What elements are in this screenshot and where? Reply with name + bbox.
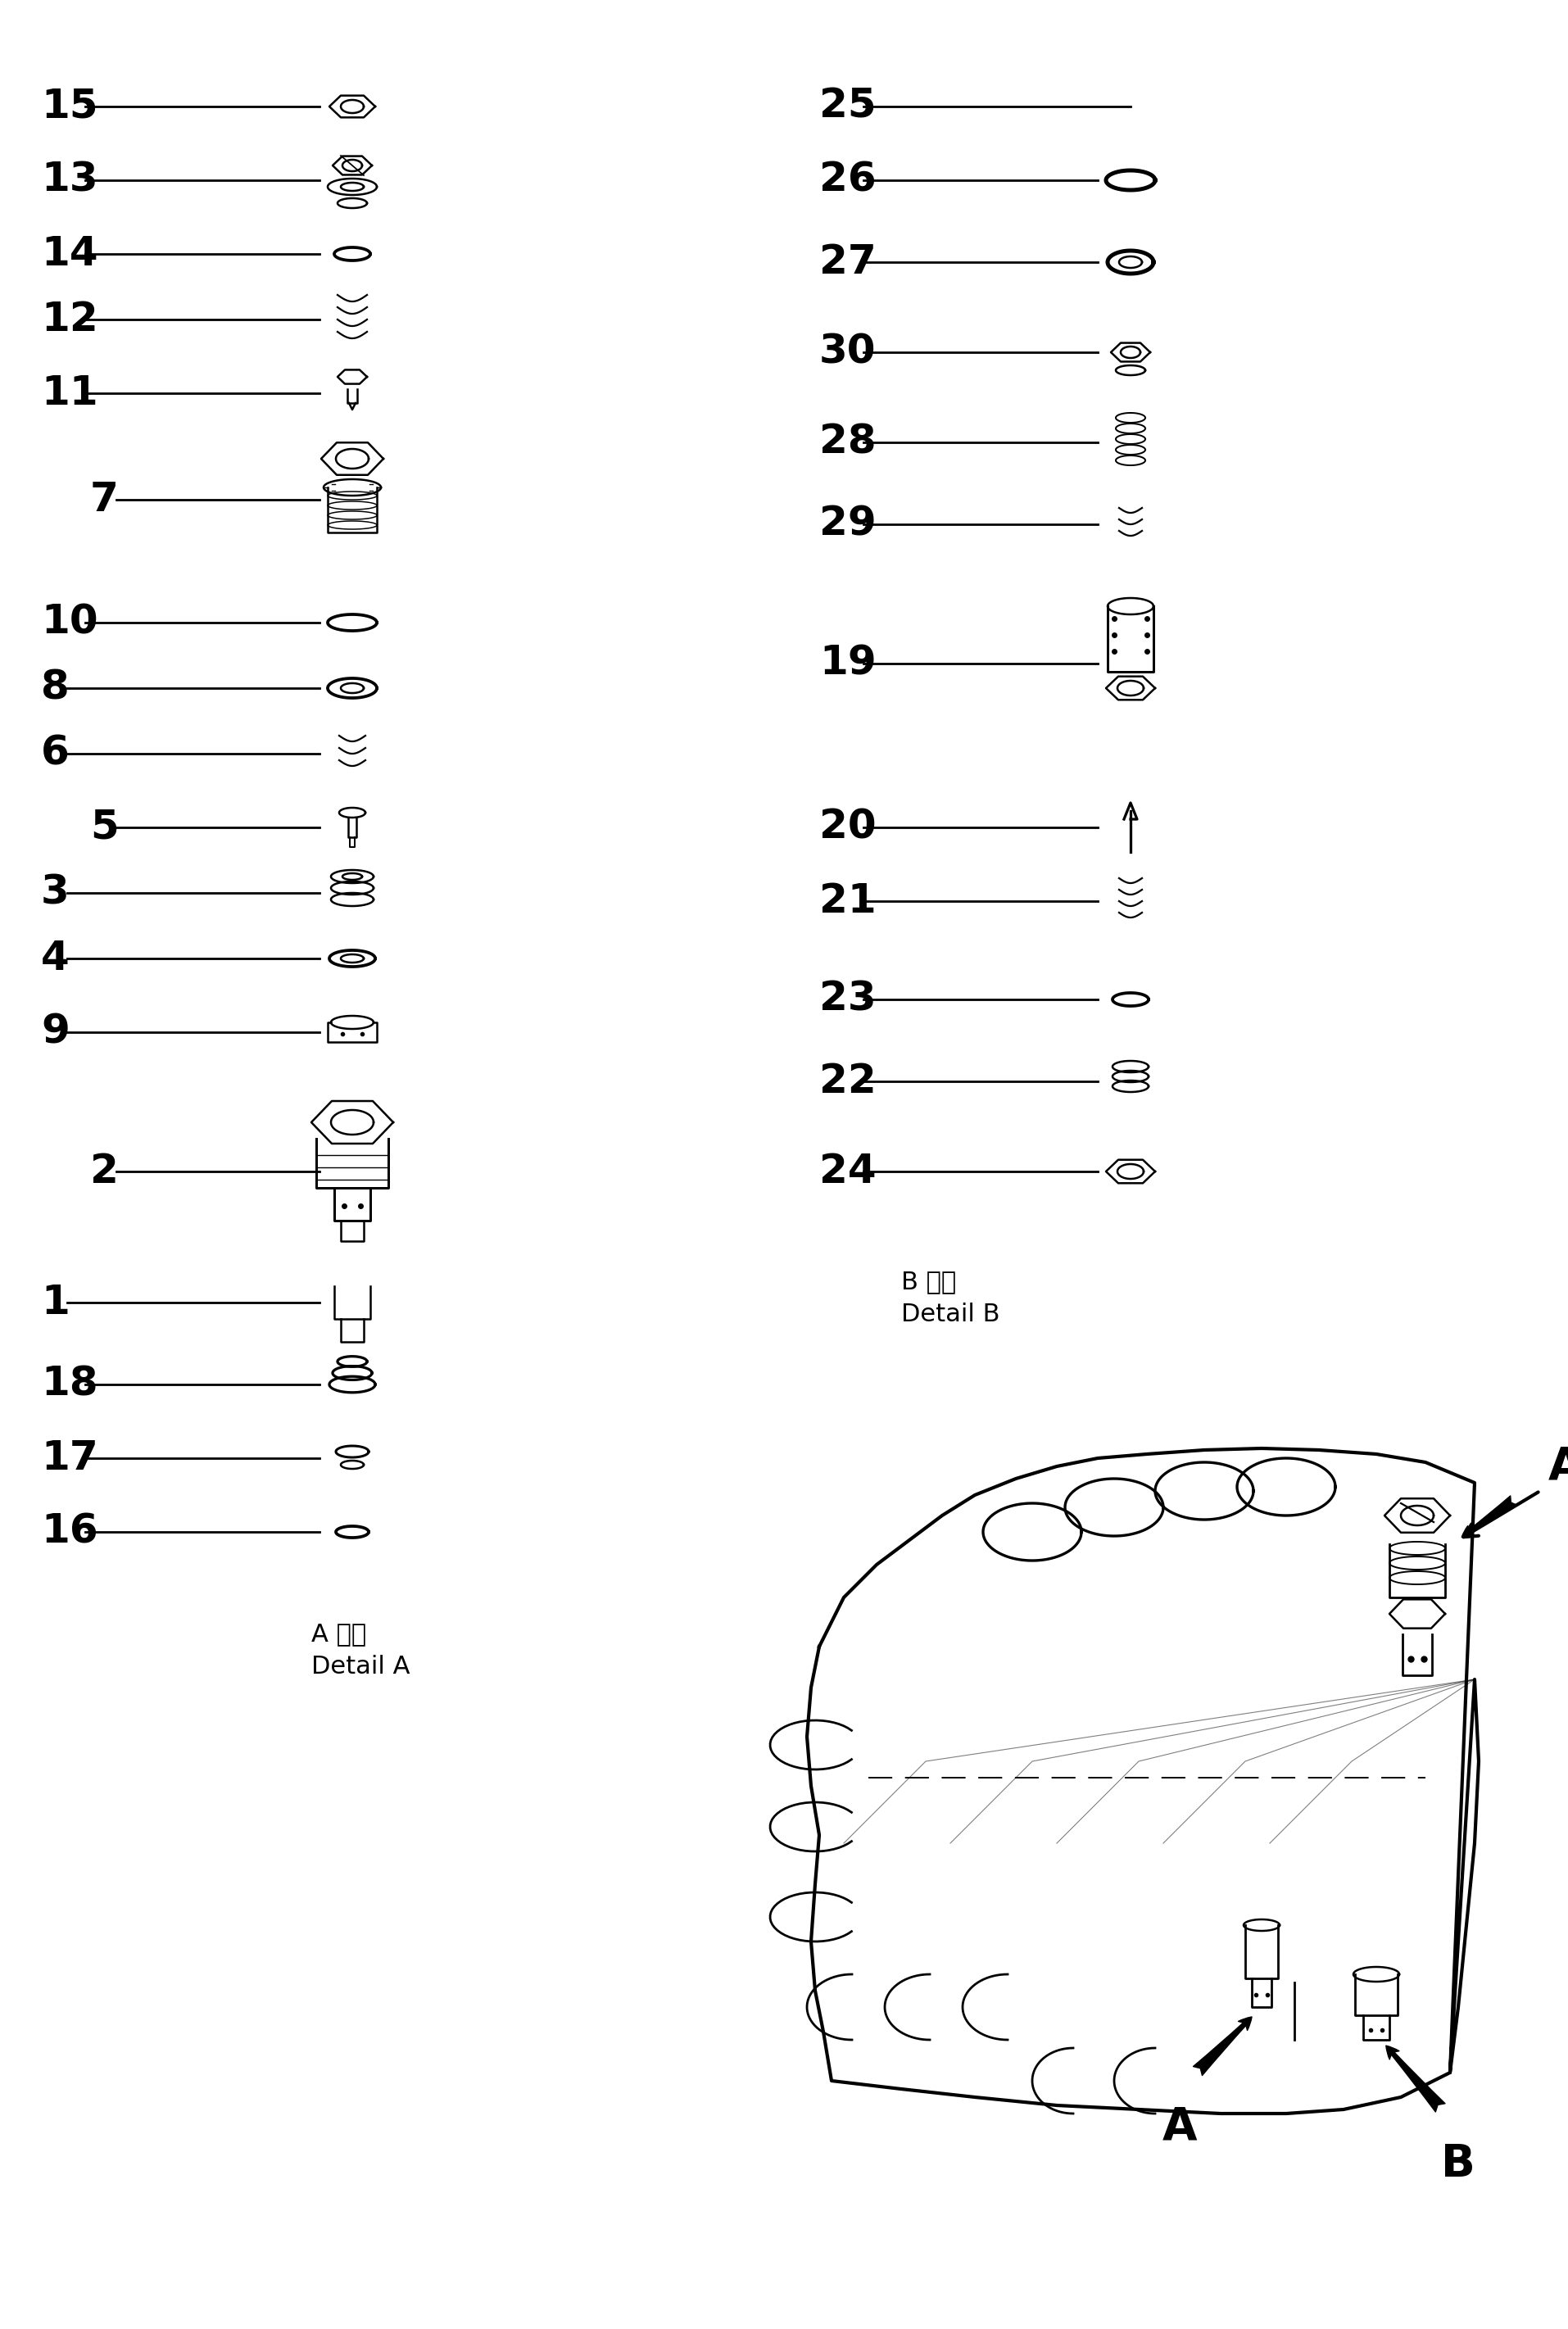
Text: Detail B: Detail B <box>900 1302 999 1325</box>
Text: 16: 16 <box>41 1512 97 1551</box>
Text: B 詳細: B 詳細 <box>900 1269 955 1293</box>
Text: A: A <box>1162 2105 1196 2150</box>
Text: 27: 27 <box>818 242 877 282</box>
Text: 26: 26 <box>818 161 877 200</box>
Text: 3: 3 <box>41 873 69 913</box>
Text: 5: 5 <box>89 808 119 848</box>
Text: 10: 10 <box>41 603 97 643</box>
Text: 18: 18 <box>41 1365 97 1404</box>
Text: 25: 25 <box>818 86 877 126</box>
Text: 28: 28 <box>818 422 877 461</box>
Text: 29: 29 <box>818 505 877 545</box>
Text: 22: 22 <box>818 1062 877 1102</box>
Text: A 詳細: A 詳細 <box>310 1621 365 1647</box>
Text: 20: 20 <box>818 808 877 848</box>
Text: 8: 8 <box>41 668 69 708</box>
Text: 13: 13 <box>41 161 97 200</box>
Text: B: B <box>1441 2143 1474 2187</box>
Text: 14: 14 <box>41 235 97 272</box>
Text: 30: 30 <box>818 333 875 373</box>
Text: 23: 23 <box>818 981 877 1020</box>
Text: 11: 11 <box>41 373 99 412</box>
Text: 24: 24 <box>818 1153 877 1190</box>
Text: 21: 21 <box>818 880 877 920</box>
Text: A: A <box>1548 1444 1568 1488</box>
Text: 2: 2 <box>89 1153 119 1190</box>
Text: 9: 9 <box>41 1013 69 1053</box>
Text: 12: 12 <box>41 300 99 340</box>
Text: Detail A: Detail A <box>310 1656 409 1679</box>
Text: 4: 4 <box>41 939 69 978</box>
Text: 6: 6 <box>41 734 69 773</box>
Text: 7: 7 <box>89 480 119 519</box>
Text: 19: 19 <box>818 643 877 682</box>
Text: 1: 1 <box>41 1283 69 1323</box>
Text: 17: 17 <box>41 1439 99 1479</box>
Text: 15: 15 <box>41 86 97 126</box>
